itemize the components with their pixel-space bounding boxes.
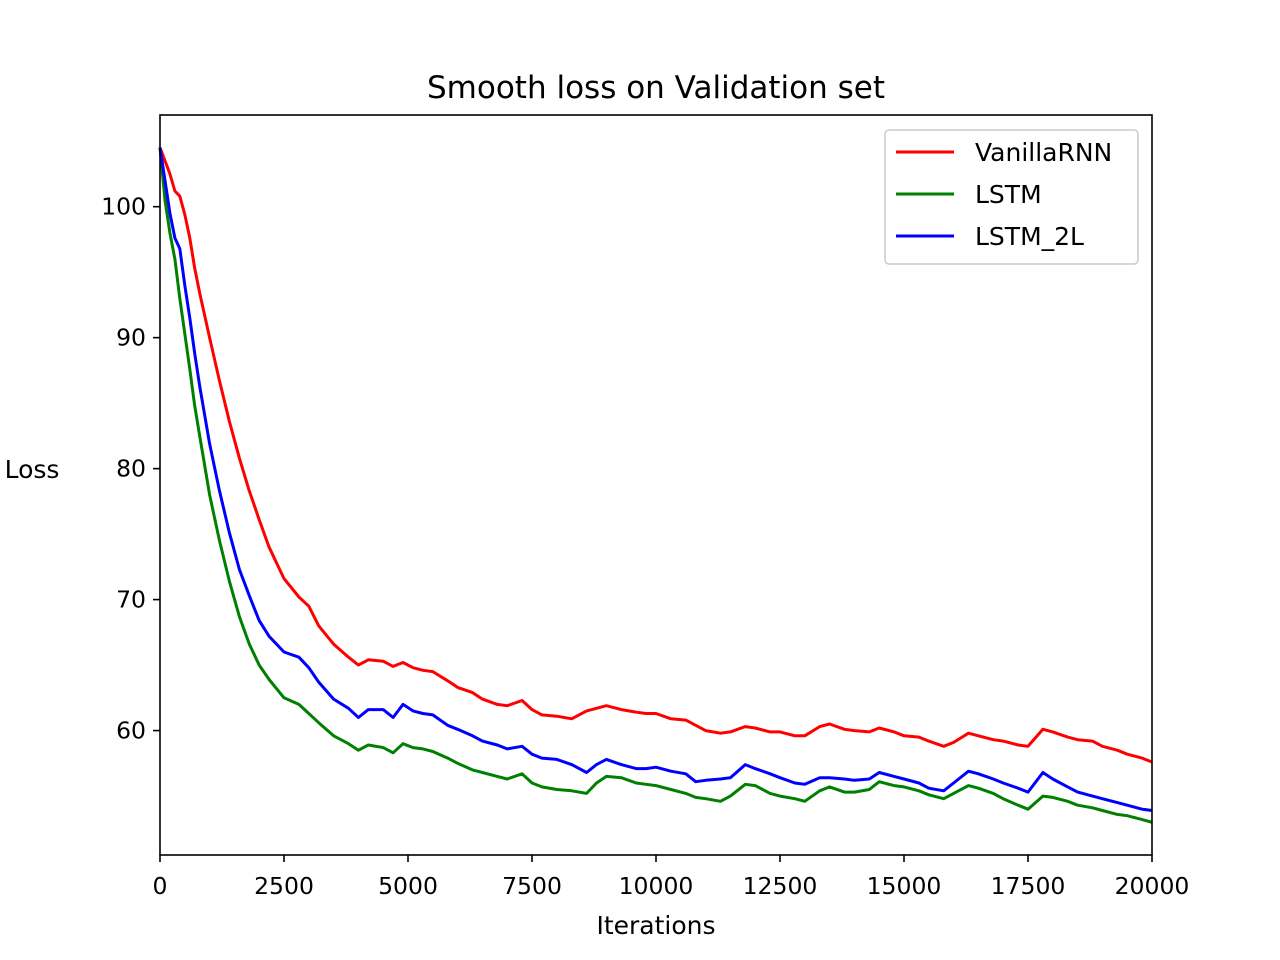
y-axis: 60 70 80 90 100 xyxy=(101,193,160,745)
legend-label: LSTM_2L xyxy=(975,222,1084,251)
y-tick-label: 60 xyxy=(116,717,146,745)
x-tick-label: 15000 xyxy=(867,872,942,900)
legend-label: LSTM xyxy=(975,180,1042,209)
y-tick-label: 90 xyxy=(116,324,146,352)
chart-title: Smooth loss on Validation set xyxy=(427,70,885,106)
y-tick-label: 80 xyxy=(116,455,146,483)
y-tick-label: 100 xyxy=(101,193,146,221)
y-tick-label: 70 xyxy=(116,586,146,614)
x-axis: 0 2500 5000 7500 10000 12500 15000 17500 20000 xyxy=(153,855,1190,900)
series-line-vanillarnn xyxy=(158,147,1153,764)
legend-label: VanillaRNN xyxy=(975,138,1112,167)
x-tick-label: 10000 xyxy=(619,872,694,900)
plot-area xyxy=(158,114,1153,856)
series-line-lstm xyxy=(158,147,1153,824)
x-tick-label: 5000 xyxy=(378,872,438,900)
x-tick-label: 20000 xyxy=(1115,872,1190,900)
x-axis-label: Iterations xyxy=(596,911,715,940)
x-tick-label: 17500 xyxy=(991,872,1066,900)
series-line-lstm-2l xyxy=(158,147,1153,812)
legend-box xyxy=(884,129,1139,265)
x-tick-label: 2500 xyxy=(254,872,314,900)
x-tick-label: 7500 xyxy=(502,872,562,900)
legend: VanillaRNN LSTM LSTM_2L xyxy=(884,129,1139,265)
x-tick-label: 12500 xyxy=(743,872,818,900)
x-tick-label: 0 xyxy=(153,872,168,900)
series-layer xyxy=(158,147,1153,824)
y-axis-label: Loss xyxy=(5,455,60,484)
